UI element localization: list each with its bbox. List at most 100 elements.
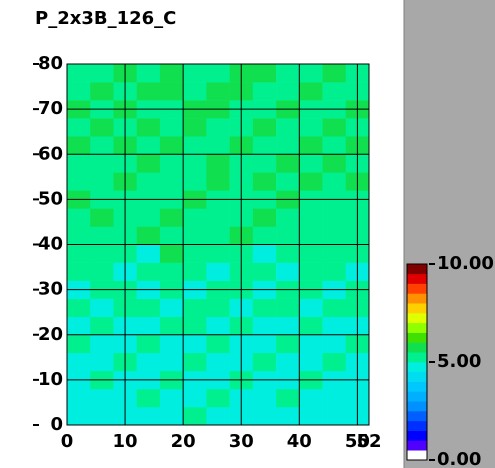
heatmap-cell [322,406,347,426]
heatmap-cell [206,262,230,281]
y-tick-label: 30 [38,279,63,300]
heatmap-cell [322,82,347,101]
heatmap-cell [90,208,114,227]
colorbar-swatch [407,352,427,363]
heatmap-cell [67,64,91,83]
heatmap-cell [159,298,184,317]
colorbar-swatch [407,313,427,324]
y-tick-label: 70 [38,98,63,119]
heatmap-cell [206,154,230,173]
heatmap-cell [322,298,347,317]
heatmap-cell [206,172,230,191]
x-tick-label: 50 [345,431,370,452]
colorbar-swatch [407,371,427,382]
heatmap-cell [90,154,114,173]
heatmap-cell [299,226,323,245]
heatmap-cell [299,406,323,426]
heatmap-cell [67,244,91,263]
heatmap-cell [276,262,300,281]
colorbar-swatch [407,273,427,284]
y-tick-label: 60 [38,143,63,164]
heatmap-cell [276,118,300,137]
y-tick-label: 0 [50,414,63,435]
colorbar-swatch [407,420,427,431]
colorbar-swatch [407,430,427,441]
colorbar-swatch [407,332,427,343]
heatmap-cell [136,388,161,408]
heatmap-cell [206,298,230,317]
heatmap-cell [159,262,184,281]
x-tick-label: 0 [61,431,74,452]
heatmap-cell [136,298,161,317]
heatmap-cell [90,334,114,354]
heatmap-cell [276,334,300,354]
heatmap-cell [136,64,161,83]
heatmap-cell [252,262,277,281]
heatmap-cell [276,64,300,83]
heatmap-cell [252,82,277,101]
heatmap-cell [67,262,91,281]
colorbar-swatch [407,450,427,461]
colorbar-swatch [407,342,427,353]
heatmap-cell [276,388,300,408]
colorbar-swatch [407,411,427,422]
y-tick-label: 20 [38,324,63,345]
colorbar-swatch [407,391,427,402]
heatmap-cell [183,208,207,227]
heatmap-cell [90,406,114,426]
heatmap-cell [136,406,161,426]
heatmap-cell [90,226,114,245]
heatmap-cell [276,226,300,245]
heatmap-cell [159,136,184,155]
heatmap-cell [136,352,161,372]
plot-border [66,63,370,426]
heatmap-cell [206,208,230,227]
heatmap-cell [276,406,300,426]
x-tick-label: 20 [171,431,196,452]
heatmap-cell [136,316,161,336]
heatmap-cell [183,262,207,281]
colorbar-tick-label: 10.00 [437,253,494,274]
heatmap-cell [67,334,91,354]
heatmap-cell [67,352,91,372]
heatmap-cell [322,118,347,137]
heatmap-cell [159,118,184,137]
heatmap-cell [322,316,347,336]
heatmap-cell [299,64,323,83]
heatmap-cell [206,352,230,372]
heatmap-cell [299,262,323,281]
x-tick-label: 30 [229,431,254,452]
heatmap-cell [322,208,347,227]
heatmap-cell [252,352,277,372]
heatmap-cell [183,82,207,101]
heatmap-cell [159,334,184,354]
heatmap-cell [183,316,207,336]
heatmap-cell [183,64,207,83]
heatmap-cell [67,136,91,155]
heatmap-cell [90,316,114,336]
heatmap-cell [136,154,161,173]
heatmap-cell [299,352,323,372]
heatmap-cell [252,388,277,408]
heatmap-cell [276,352,300,372]
colorbar-tick-label: 0.00 [437,449,481,468]
heatmap-cell [299,316,323,336]
heatmap-cell [67,298,91,317]
heatmap-cell [252,406,277,426]
heatmap-cell [299,334,323,354]
heatmap-cell [299,208,323,227]
heatmap-cell [299,172,323,191]
heatmap-cell [136,226,161,245]
heatmap-cell [252,172,277,191]
chart-title: P_2x3B_126_C [35,8,176,29]
heatmap-cell [183,352,207,372]
heatmap-cell [206,64,230,83]
heatmap-cell [67,388,91,408]
heatmap-cell [206,118,230,137]
y-tick-label: 50 [38,188,63,209]
heatmap-cell [159,244,184,263]
heatmap-cell [183,226,207,245]
heatmap-cell [252,316,277,336]
heatmap-cell [136,136,161,155]
